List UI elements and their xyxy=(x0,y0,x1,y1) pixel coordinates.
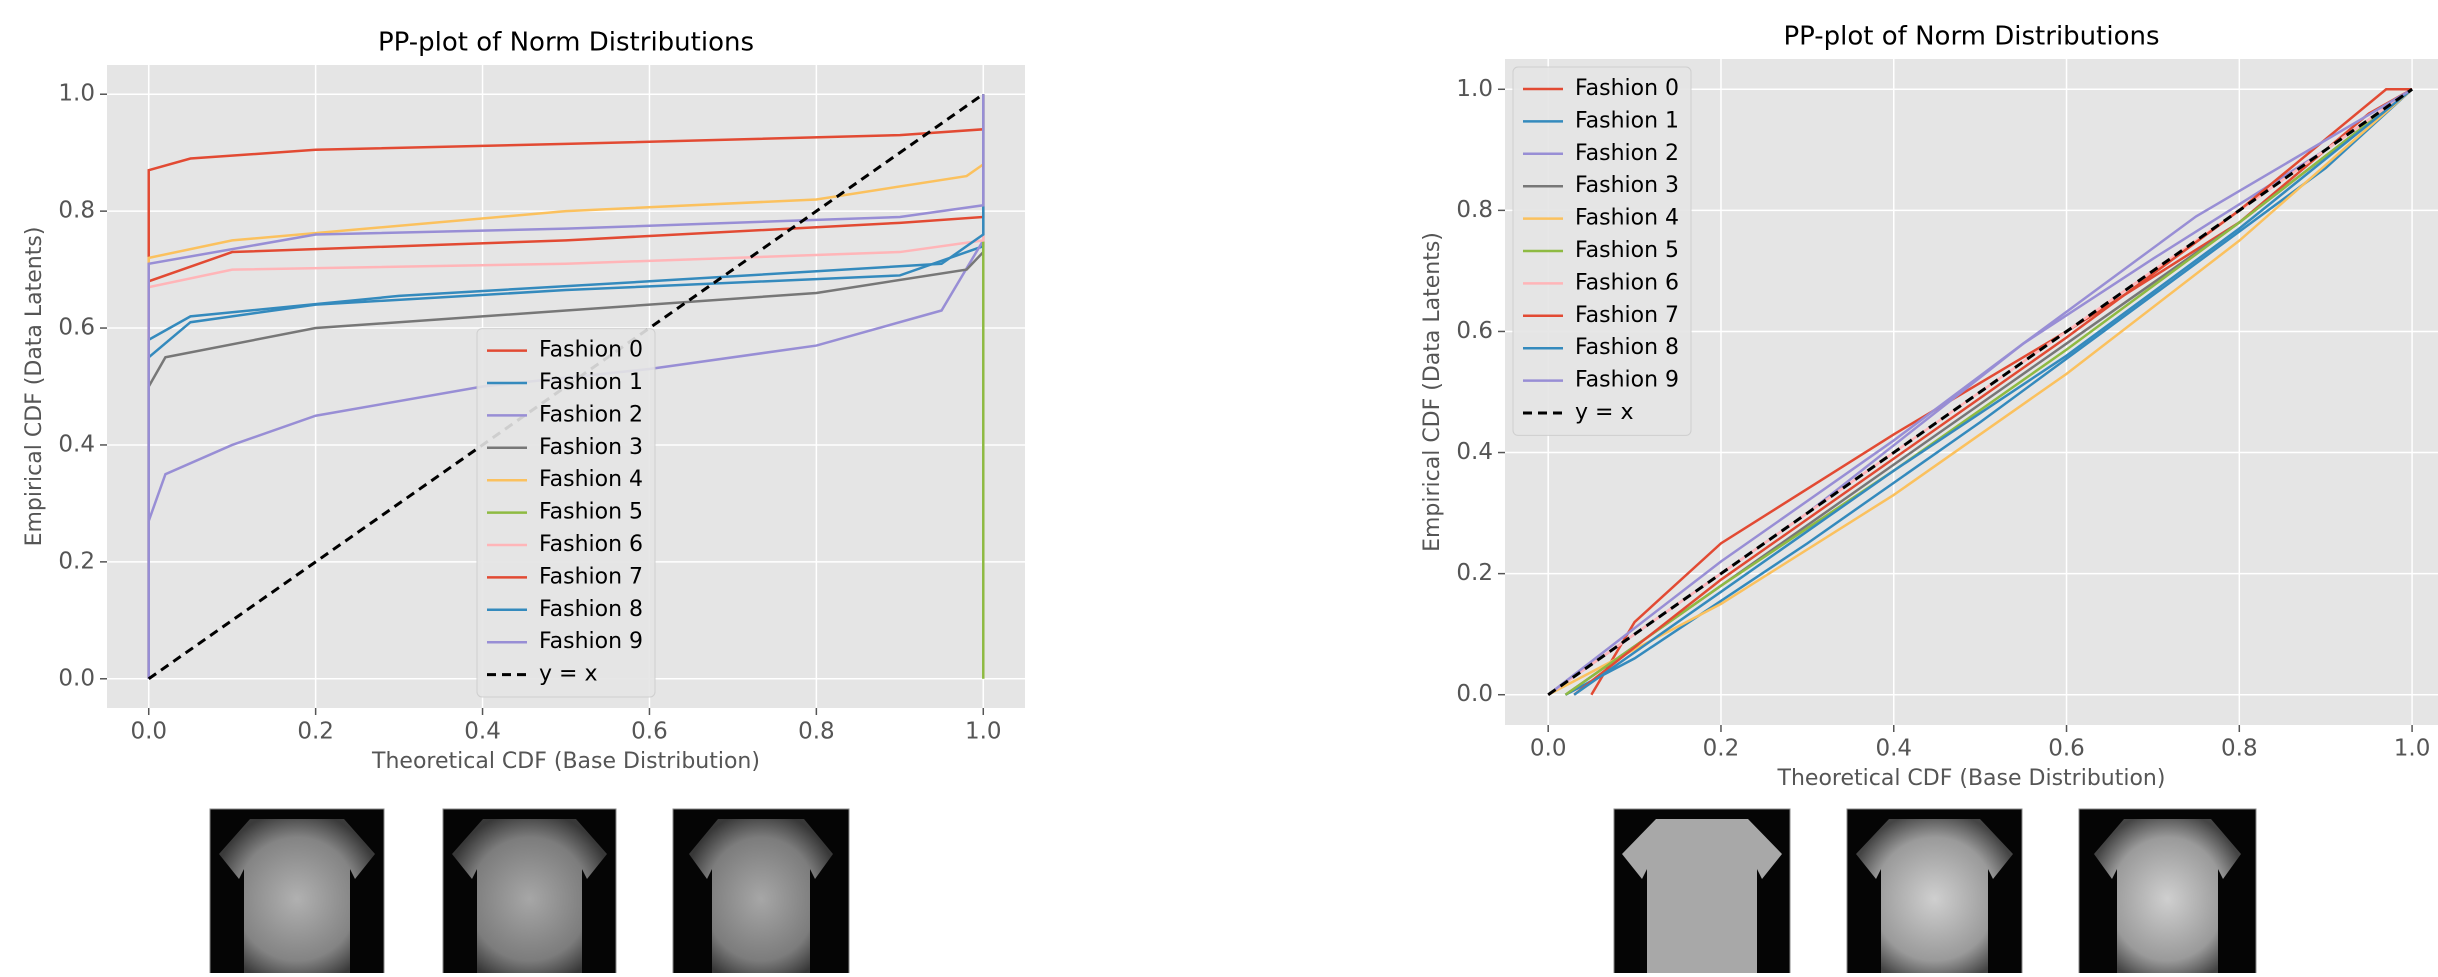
x-tick-label: 0.6 xyxy=(631,719,668,745)
series-line xyxy=(147,92,985,681)
plot: 0.0 0.2 0.4 0.6 0.8 1.0 0.0 0.2 0.4 0.6 0.8 1.0 PP-p… xyxy=(1420,22,2438,791)
legend-label: Fashion 0 xyxy=(1575,76,1679,101)
series-line xyxy=(1590,88,2413,696)
legend-label: Fashion 5 xyxy=(539,500,643,525)
x-tick-label: 0.2 xyxy=(1703,736,1740,762)
x-tick-label: 0.8 xyxy=(2221,736,2258,762)
y-tick-label: 0.4 xyxy=(1456,439,1493,465)
legend-label: Fashion 7 xyxy=(539,564,643,589)
legend-label: Fashion 2 xyxy=(1575,141,1679,166)
series-line xyxy=(1547,88,2413,696)
x-tick-label: 0.8 xyxy=(798,719,835,745)
series-line xyxy=(1573,88,2413,696)
legend-label: Fashion 6 xyxy=(1575,270,1679,295)
y-axis-label: Empirical CDF (Data Latents) xyxy=(1420,232,1445,552)
y-tick-label: 0.2 xyxy=(1456,560,1493,586)
x-tick-label: 1.0 xyxy=(2394,736,2431,762)
legend-label: Fashion 4 xyxy=(1575,206,1679,231)
x-tick-label: 0.2 xyxy=(297,719,334,745)
chart-title: PP-plot of Norm Distributions xyxy=(378,28,754,58)
legend: Fashion 0 Fashion 1 Fashion 2 Fashion 3 Fash… xyxy=(476,328,656,698)
x-axis-label: Theoretical CDF (Base Distribution) xyxy=(371,749,760,774)
x-tick-label: 0.0 xyxy=(130,719,167,745)
legend-label: Fashion 3 xyxy=(539,435,643,460)
chart-title: PP-plot of Norm Distributions xyxy=(1784,22,2160,52)
thumbnail xyxy=(209,808,385,977)
series-line xyxy=(1564,88,2413,696)
legend-label: Fashion 1 xyxy=(539,370,643,395)
x-tick-label: 0.4 xyxy=(464,719,501,745)
legend-label: Fashion 8 xyxy=(1575,335,1679,360)
series-line xyxy=(1573,88,2413,696)
series-line xyxy=(147,94,985,679)
legend: Fashion 0 Fashion 1 Fashion 2 Fashion 3 Fash… xyxy=(1512,66,1692,436)
x-tick-label: 0.0 xyxy=(1530,736,1567,762)
series-line xyxy=(147,94,985,679)
x-tick-label: 0.6 xyxy=(2048,736,2085,762)
legend-box xyxy=(476,328,656,698)
legend-label: Fashion 4 xyxy=(539,467,643,492)
series-line xyxy=(1547,88,2413,696)
x-tick-label: 1.0 xyxy=(965,719,1002,745)
series-line xyxy=(1564,88,2413,696)
y-tick-label: 0.0 xyxy=(1456,681,1493,707)
legend-label: Fashion 5 xyxy=(1575,238,1679,263)
y-tick-label: 1.0 xyxy=(1456,76,1493,102)
thumbnail xyxy=(672,808,850,977)
legend-label: Fashion 2 xyxy=(539,402,643,427)
y-tick-label: 0.4 xyxy=(58,431,95,457)
legend-label: Fashion 1 xyxy=(1575,108,1679,133)
y-tick-label: 0.0 xyxy=(58,665,95,691)
thumbnail xyxy=(2078,808,2257,977)
y-tick-label: 0.8 xyxy=(1456,197,1493,223)
plot: 0.0 0.2 0.4 0.6 0.8 1.0 0.0 0.2 0.4 0.6 0.8 1.0 PP-p… xyxy=(22,28,1025,774)
y-tick-label: 0.8 xyxy=(58,198,95,224)
thumbnail xyxy=(1613,808,1791,977)
legend-label: Fashion 9 xyxy=(1575,368,1679,393)
legend-label: Fashion 9 xyxy=(539,629,643,654)
series-line xyxy=(147,94,985,679)
legend-label: Fashion 3 xyxy=(1575,173,1679,198)
x-axis-label: Theoretical CDF (Base Distribution) xyxy=(1777,766,2166,791)
thumbnail xyxy=(442,808,617,977)
legend-box xyxy=(1512,66,1692,436)
legend-label: Fashion 7 xyxy=(1575,303,1679,328)
y-tick-label: 1.0 xyxy=(58,81,95,107)
series-line xyxy=(147,94,985,679)
legend-label: Fashion 6 xyxy=(539,532,643,557)
y-axis-label: Empirical CDF (Data Latents) xyxy=(22,227,47,547)
series-line xyxy=(147,94,985,679)
y-tick-label: 0.2 xyxy=(58,548,95,574)
x-tick-label: 0.4 xyxy=(1875,736,1912,762)
thumbnail xyxy=(1846,808,2023,977)
y-tick-label: 0.6 xyxy=(58,315,95,341)
series-line xyxy=(1547,88,2413,696)
legend-label: Fashion 0 xyxy=(539,338,643,363)
y-tick-label: 0.6 xyxy=(1456,318,1493,344)
thumbnails xyxy=(209,808,2257,977)
legend-label: Fashion 8 xyxy=(539,597,643,622)
legend-label: y = x xyxy=(539,662,597,687)
series-line xyxy=(147,94,985,679)
legend-label: y = x xyxy=(1575,400,1633,425)
